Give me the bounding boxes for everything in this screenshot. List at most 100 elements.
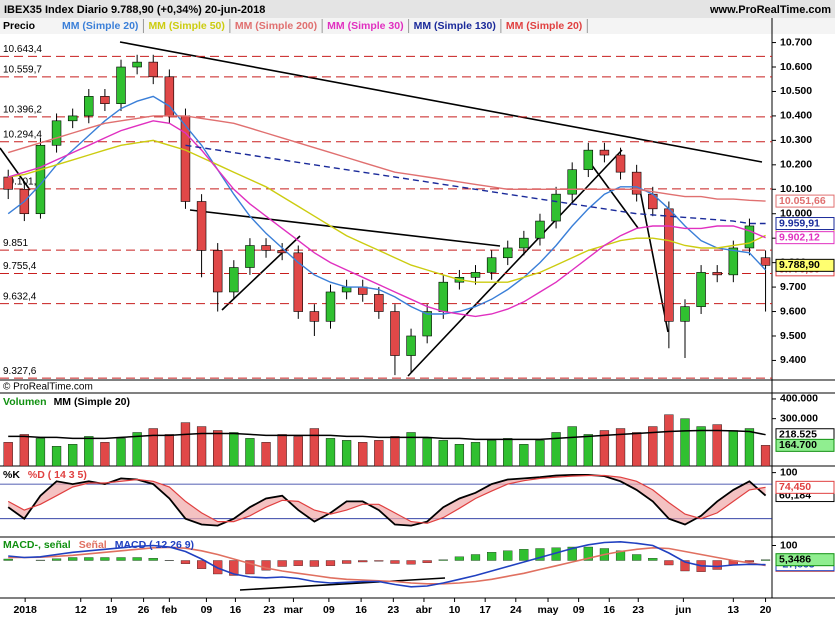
macd-bar bbox=[423, 561, 432, 563]
legend-entry: Señal bbox=[79, 539, 107, 551]
volume-bar bbox=[358, 442, 367, 466]
trend-line bbox=[240, 578, 445, 590]
level-label: 9.632,4 bbox=[3, 291, 37, 302]
x-tick-label: may bbox=[538, 604, 559, 616]
volume-bar bbox=[262, 442, 271, 466]
candle-body bbox=[568, 170, 577, 194]
x-tick-label: 17 bbox=[479, 604, 491, 616]
macd-bar bbox=[648, 558, 657, 560]
volume-bar bbox=[423, 438, 432, 466]
y-tick-label: 10.500 bbox=[780, 85, 812, 97]
candle-body bbox=[471, 272, 480, 277]
level-label: 9.851 bbox=[3, 238, 28, 249]
x-tick-label: 24 bbox=[510, 604, 522, 616]
macd-line bbox=[8, 547, 765, 584]
panel-label: Volumen bbox=[3, 396, 47, 408]
volume-bar bbox=[149, 429, 158, 466]
trend-line bbox=[120, 42, 762, 162]
y-tick-label: 10.700 bbox=[780, 36, 812, 48]
value-label: 9.788,90 bbox=[779, 259, 820, 271]
legend-entry: MM (Simple 200) bbox=[235, 20, 317, 32]
macd-bar bbox=[326, 561, 335, 566]
macd-bar bbox=[471, 555, 480, 561]
candle-body bbox=[616, 155, 625, 172]
volume-bar bbox=[4, 442, 13, 466]
candle-body bbox=[697, 272, 706, 306]
y-tick-label: 300.000 bbox=[780, 412, 818, 424]
x-tick-label: 23 bbox=[632, 604, 644, 616]
macd-bar bbox=[68, 558, 77, 561]
legend-entry: MACD-, señal bbox=[3, 539, 71, 551]
macd-bar bbox=[117, 558, 126, 561]
candle-body bbox=[503, 248, 512, 258]
volume-bar bbox=[632, 432, 641, 466]
x-tick-label: 09 bbox=[201, 604, 213, 616]
candle-body bbox=[729, 248, 738, 275]
candle-body bbox=[681, 307, 690, 322]
macd-bar bbox=[278, 561, 287, 567]
candle-body bbox=[52, 121, 61, 145]
value-label: 74,450 bbox=[779, 481, 811, 493]
volume-bar bbox=[36, 438, 45, 466]
x-tick-label: jun bbox=[675, 604, 692, 616]
trend-line bbox=[588, 160, 638, 228]
volume-bar bbox=[84, 436, 93, 466]
candle-body bbox=[68, 116, 77, 121]
macd-bar bbox=[632, 555, 641, 561]
candle-body bbox=[117, 67, 126, 104]
stoch-line bbox=[8, 475, 765, 526]
volume-bar bbox=[326, 438, 335, 466]
ma-line bbox=[8, 116, 765, 201]
copyright: © ProRealTime.com bbox=[3, 382, 93, 393]
x-tick-label: 23 bbox=[263, 604, 275, 616]
macd-bar bbox=[342, 561, 351, 564]
level-label: 10.643,4 bbox=[3, 44, 42, 55]
volume-bar bbox=[245, 438, 254, 466]
macd-bar bbox=[407, 561, 416, 565]
macd-bar bbox=[487, 552, 496, 560]
volume-bar bbox=[391, 436, 400, 466]
candle-body bbox=[213, 250, 222, 292]
legend-entry: MACD ( 12 26 9) bbox=[115, 539, 194, 551]
header-title: IBEX35 Index Diario 9.788,90 (+0,34%) 20… bbox=[4, 4, 265, 16]
volume-bar bbox=[761, 445, 770, 466]
header-site: www.ProRealTime.com bbox=[709, 4, 831, 16]
volume-bar bbox=[697, 427, 706, 466]
value-label: 10.051,66 bbox=[779, 195, 826, 207]
trend-line bbox=[190, 210, 500, 246]
candle-body bbox=[245, 246, 254, 268]
x-tick-label: 20 bbox=[760, 604, 772, 616]
volume-bar bbox=[439, 440, 448, 466]
candle-body bbox=[326, 292, 335, 321]
x-tick-label: 26 bbox=[138, 604, 150, 616]
candle-body bbox=[407, 336, 416, 356]
volume-bar bbox=[133, 432, 142, 466]
value-label: 5,3486 bbox=[779, 553, 811, 565]
x-tick-label: 12 bbox=[75, 604, 87, 616]
candle-body bbox=[4, 177, 13, 189]
candle-body bbox=[197, 201, 206, 250]
x-tick-label: feb bbox=[161, 604, 177, 616]
candle-body bbox=[552, 194, 561, 221]
volume-bar bbox=[181, 423, 190, 466]
y-tick-label: 10.300 bbox=[780, 134, 812, 146]
candle-body bbox=[600, 150, 609, 155]
volume-bar bbox=[68, 444, 77, 466]
volume-bar bbox=[503, 438, 512, 466]
macd-bar bbox=[197, 561, 206, 569]
legend-entry: MM (Simple 130) bbox=[414, 20, 496, 32]
legend-entry: MM (Simple 20) bbox=[506, 20, 582, 32]
volume-bar bbox=[519, 444, 528, 466]
volume-bar bbox=[278, 434, 287, 466]
x-tick-label: 16 bbox=[230, 604, 242, 616]
x-tick-label: 19 bbox=[106, 604, 118, 616]
y-tick-label: 10.200 bbox=[780, 159, 812, 171]
candle-body bbox=[133, 62, 142, 67]
level-label: 10.294,4 bbox=[3, 129, 42, 140]
candle-body bbox=[374, 294, 383, 311]
macd-bar bbox=[52, 559, 61, 561]
x-tick-label: mar bbox=[284, 604, 303, 616]
y-tick-label: 10.400 bbox=[780, 110, 812, 122]
value-label: 9.959,91 bbox=[779, 217, 820, 229]
